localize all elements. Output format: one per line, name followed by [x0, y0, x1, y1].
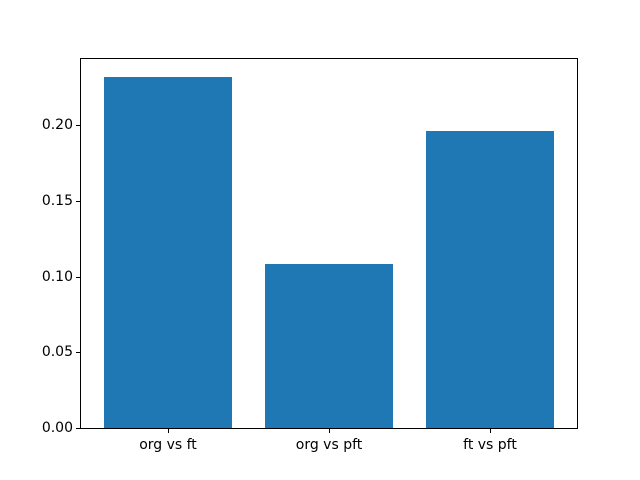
- x-axis-tick-label: org vs pft: [295, 437, 363, 453]
- x-axis-tick: [329, 429, 330, 433]
- bar-org-vs-ft: [103, 76, 233, 428]
- y-axis-tick: [76, 352, 80, 354]
- y-axis-tick: [76, 125, 80, 126]
- bar-ft-vs-pft: [425, 131, 555, 428]
- x-axis-tick: [490, 429, 491, 433]
- bar-org-vs-pft: [264, 264, 394, 428]
- x-axis-tick-label: ft vs pft: [463, 437, 517, 453]
- y-axis-tick: [76, 428, 80, 429]
- y-axis-tick-label: 0.00: [41, 420, 73, 436]
- y-axis-tick-label: 0.10: [41, 268, 73, 285]
- y-axis-tick-label: 0.05: [41, 344, 73, 361]
- y-axis-tick-label: 0.20: [41, 117, 73, 133]
- y-axis-tick-label: 0.15: [41, 192, 73, 209]
- x-axis-tick-label: org vs ft: [139, 437, 197, 453]
- x-axis-tick: [168, 429, 169, 433]
- plot-area: [80, 58, 578, 429]
- y-axis-tick: [76, 200, 80, 202]
- y-axis-tick: [76, 276, 80, 278]
